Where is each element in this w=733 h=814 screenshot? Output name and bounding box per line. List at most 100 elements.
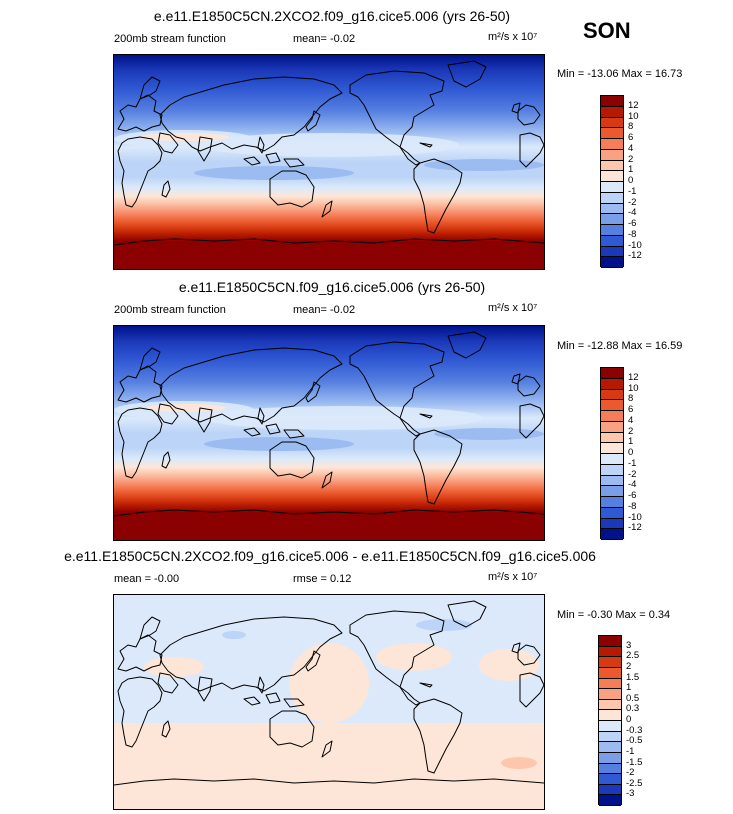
panel-1-colorbar-tick-label: -10 — [628, 239, 642, 251]
panel-2-colorbar-tick-label: 0 — [628, 447, 634, 458]
panel-2-colorbar-swatch — [601, 464, 623, 476]
panel-1-colorbar-tick-label: -12 — [628, 250, 642, 262]
panel-1-colorbar-tick-label: 10 — [628, 110, 639, 122]
panel-3-colorbar-swatch — [599, 699, 621, 711]
panel-2-colorbar-tick-label: -8 — [628, 500, 637, 512]
panel-1-colorbar-tick-label: -6 — [628, 218, 637, 229]
panel-1-colorbar-swatch — [601, 214, 623, 225]
panel-3-colorbar-tick-label: -1 — [626, 745, 635, 757]
panel-2-colorbar-swatch — [601, 507, 623, 519]
panel-3-map — [113, 594, 545, 810]
panel-1-colorbar-tick-label: 8 — [628, 121, 634, 133]
panel-2-colorbar-tick-label: 2 — [628, 425, 634, 437]
panel-2-colorbar-swatch — [601, 497, 623, 508]
panel-3-colorbar-swatch — [599, 774, 621, 785]
panel-2-colorbar-swatch — [601, 529, 623, 540]
panel-1-colorbar-tick-label: -2 — [628, 196, 637, 208]
season-label: SON — [583, 18, 631, 43]
panel-3-colorbar-tick-label: -2.5 — [626, 777, 643, 789]
panel-2-colorbar-tick-label: 8 — [628, 393, 634, 405]
panel-3-colorbar-swatch — [599, 646, 621, 658]
panel-3-rmse: rmse = 0.12 — [293, 573, 352, 585]
panel-1-mean: mean= -0.02 — [293, 33, 356, 45]
panel-2-field-label: 200mb stream function — [114, 304, 226, 316]
panel-3-colorbar-swatch — [599, 784, 621, 796]
panel-1-colorbar-tick-label: -8 — [628, 228, 637, 240]
panel-3-colorbar-tick-label: -3 — [626, 788, 635, 800]
panel-3-colorbar-tick-label: -0.5 — [626, 735, 643, 747]
panel-2-colorbar-swatch — [601, 486, 623, 497]
panel-2-colorbar-tick-label: -6 — [628, 490, 637, 501]
panel-3-colorbar-swatch — [599, 710, 621, 721]
panel-2-colorbar-swatch — [601, 475, 623, 487]
panel-1-colorbar-swatch — [601, 203, 623, 215]
panel-2-colorbar-tick-label: -10 — [628, 511, 642, 523]
panel-1-colorbar-tick-label: 2 — [628, 153, 634, 165]
panel-3-colorbar-swatch — [599, 731, 621, 743]
panel-3-colorbar-swatch — [599, 763, 621, 775]
panel-2-colorbar-tick-label: 4 — [628, 414, 634, 426]
panel-3-colorbar-tick-label: 2.5 — [626, 650, 640, 662]
panel-2-colorbar-swatch — [601, 518, 623, 530]
panel-2-colorbar-swatch — [601, 400, 623, 411]
panel-3-colorbar-swatch — [599, 636, 621, 647]
panel-1-colorbar-tick-label: 1 — [628, 164, 634, 176]
panel-3-units: m²/s x 10⁷ — [488, 571, 538, 583]
panel-2-colorbar-swatch — [601, 432, 623, 444]
panel-3-colorbar-tick-label: -0.3 — [626, 724, 643, 736]
panel-3-colorbar-tick-label: -2 — [626, 767, 635, 779]
panel-3-colorbar-tick-label: 1.5 — [626, 671, 640, 683]
panel-3-colorbar-swatch — [599, 667, 621, 679]
panel-2-colorbar-swatch — [601, 389, 623, 401]
panel-1-map — [113, 54, 545, 270]
panel-1-colorbar-swatch — [601, 128, 623, 139]
panel-1-colorbar-swatch — [601, 192, 623, 204]
panel-2-map — [113, 325, 545, 541]
panel-3-mean: mean = -0.00 — [114, 573, 180, 585]
panel-2-colorbar-swatch — [601, 368, 623, 379]
panel-1-colorbar-swatch — [601, 182, 623, 193]
panel-1-colorbar-swatch — [601, 246, 623, 258]
panel-1-colorbar-swatch — [601, 160, 623, 172]
panel-2-minmax: Min = -12.88 Max = 16.59 — [557, 340, 683, 352]
panel-3-colorbar-swatch — [599, 678, 621, 690]
panel-1-colorbar-tick-label: -4 — [628, 207, 637, 219]
panel-2-colorbar-swatch — [601, 411, 623, 422]
panel-1-colorbar-tick-label: 4 — [628, 142, 634, 154]
panel-1-units: m²/s x 10⁷ — [488, 31, 538, 43]
panel-2-colorbar-tick-label: 1 — [628, 436, 634, 448]
panel-2-colorbar-tick-label: 10 — [628, 382, 639, 394]
panel-1-colorbar-swatch — [601, 225, 623, 236]
panel-1-colorbar-swatch — [601, 117, 623, 129]
panel-2-colorbar-tick-label: 12 — [628, 371, 639, 383]
panel-3-colorbar-swatch — [599, 689, 621, 700]
panel-2-title: e.e11.E1850C5CN.f09_g16.cice5.006 (yrs 2… — [178, 279, 486, 295]
panel-3-colorbar-swatch — [599, 657, 621, 668]
panel-1-colorbar-tick-label: 6 — [628, 132, 634, 143]
panel-3-colorbar-tick-label: 3 — [626, 639, 632, 651]
panel-1-colorbar-swatch — [601, 139, 623, 150]
panel-3-colorbar-tick-label: -1.5 — [626, 756, 643, 768]
panel-3-colorbar-swatch — [599, 721, 621, 732]
panel-2-colorbar-tick-label: -12 — [628, 522, 642, 534]
panel-3-colorbar-swatch — [599, 752, 621, 764]
panel-3-colorbar-tick-label: 0 — [626, 714, 632, 725]
panel-3-minmax: Min = -0.30 Max = 0.34 — [557, 609, 671, 621]
panel-3-colorbar-tick-label: 0.3 — [626, 703, 640, 715]
panel-2-colorbar-tick-label: -1 — [628, 457, 637, 469]
panel-2-colorbar-tick-label: -2 — [628, 468, 637, 480]
panel-1-colorbar-tick-label: 12 — [628, 99, 639, 111]
panel-2-colorbar-swatch — [601, 421, 623, 433]
panel-2-colorbar-swatch — [601, 454, 623, 465]
panel-2-colorbar-tick-label: -4 — [628, 479, 637, 491]
panel-1-field-label: 200mb stream function — [114, 33, 226, 45]
panel-2-mean: mean= -0.02 — [293, 304, 356, 316]
panel-3-colorbar-swatch — [599, 795, 621, 806]
panel-1-title: e.e11.E1850C5CN.2XCO2.f09_g16.cice5.006 … — [153, 8, 511, 24]
panel-2-colorbar-tick-label: 6 — [628, 404, 634, 415]
panel-2-colorbar-swatch — [601, 378, 623, 390]
panel-2-units: m²/s x 10⁷ — [488, 302, 538, 314]
panel-1-colorbar-swatch — [601, 96, 623, 107]
panel-1-colorbar-swatch — [601, 149, 623, 161]
panel-3-colorbar-tick-label: 0.5 — [626, 692, 640, 704]
